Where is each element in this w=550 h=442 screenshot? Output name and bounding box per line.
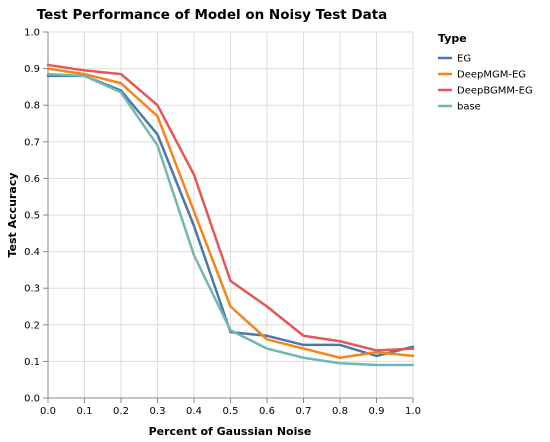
series-line-deepmgm-eg	[46, 67, 415, 359]
x-tick-label: 0.5	[223, 406, 239, 417]
x-axis-ticks: 0.0 0.1 0.2 0.3 0.4 0.5 0.6 0.7 0.8 0.9 1.0	[40, 398, 421, 417]
legend-label-deepbgmm-eg: DeepBGMM-EG	[457, 86, 533, 97]
y-tick-label: 1.0	[24, 28, 40, 39]
y-axis-ticks: 0.0 0.1 0.2 0.3 0.4 0.5 0.6 0.7 0.8 0.9 1.0	[24, 28, 48, 405]
x-tick-label: 0.8	[332, 406, 348, 417]
legend-title: Type	[438, 32, 467, 45]
chart-title: Test Performance of Model on Noisy Test …	[37, 7, 388, 23]
x-tick-label: 0.3	[150, 406, 166, 417]
legend-label-eg: EG	[457, 54, 471, 65]
series-line-base	[46, 72, 415, 367]
y-tick-label: 0.4	[24, 247, 40, 258]
y-tick-label: 0.3	[24, 284, 40, 295]
x-tick-label: 0.6	[259, 406, 275, 417]
x-tick-label: 0.7	[296, 406, 312, 417]
legend: Type EG DeepMGM-EG DeepBGMM-EG base	[438, 32, 533, 113]
y-tick-label: 0.6	[24, 174, 40, 185]
series-line-deepbgmm-eg	[46, 63, 415, 352]
x-tick-label: 0.1	[77, 406, 93, 417]
y-tick-label: 0.8	[24, 101, 40, 112]
x-tick-label: 0.0	[40, 406, 56, 417]
x-tick-label: 0.4	[186, 406, 202, 417]
y-tick-label: 0.9	[24, 64, 40, 75]
series-lines	[46, 63, 415, 367]
y-tick-label: 0.5	[24, 211, 40, 222]
legend-label-base: base	[457, 102, 481, 113]
legend-items: EG DeepMGM-EG DeepBGMM-EG base	[438, 54, 533, 113]
x-tick-label: 1.0	[405, 406, 421, 417]
y-tick-label: 0.2	[24, 320, 40, 331]
y-axis-label: Test Accuracy	[6, 172, 19, 257]
legend-label-deepmgm-eg: DeepMGM-EG	[457, 70, 526, 81]
y-tick-label: 0.7	[24, 137, 40, 148]
y-tick-label: 0.1	[24, 357, 40, 368]
y-tick-label: 0.0	[24, 394, 40, 405]
x-tick-label: 0.2	[113, 406, 129, 417]
grid-lines	[47, 31, 414, 399]
x-tick-label: 0.9	[369, 406, 385, 417]
x-axis-label: Percent of Gaussian Noise	[149, 425, 312, 438]
